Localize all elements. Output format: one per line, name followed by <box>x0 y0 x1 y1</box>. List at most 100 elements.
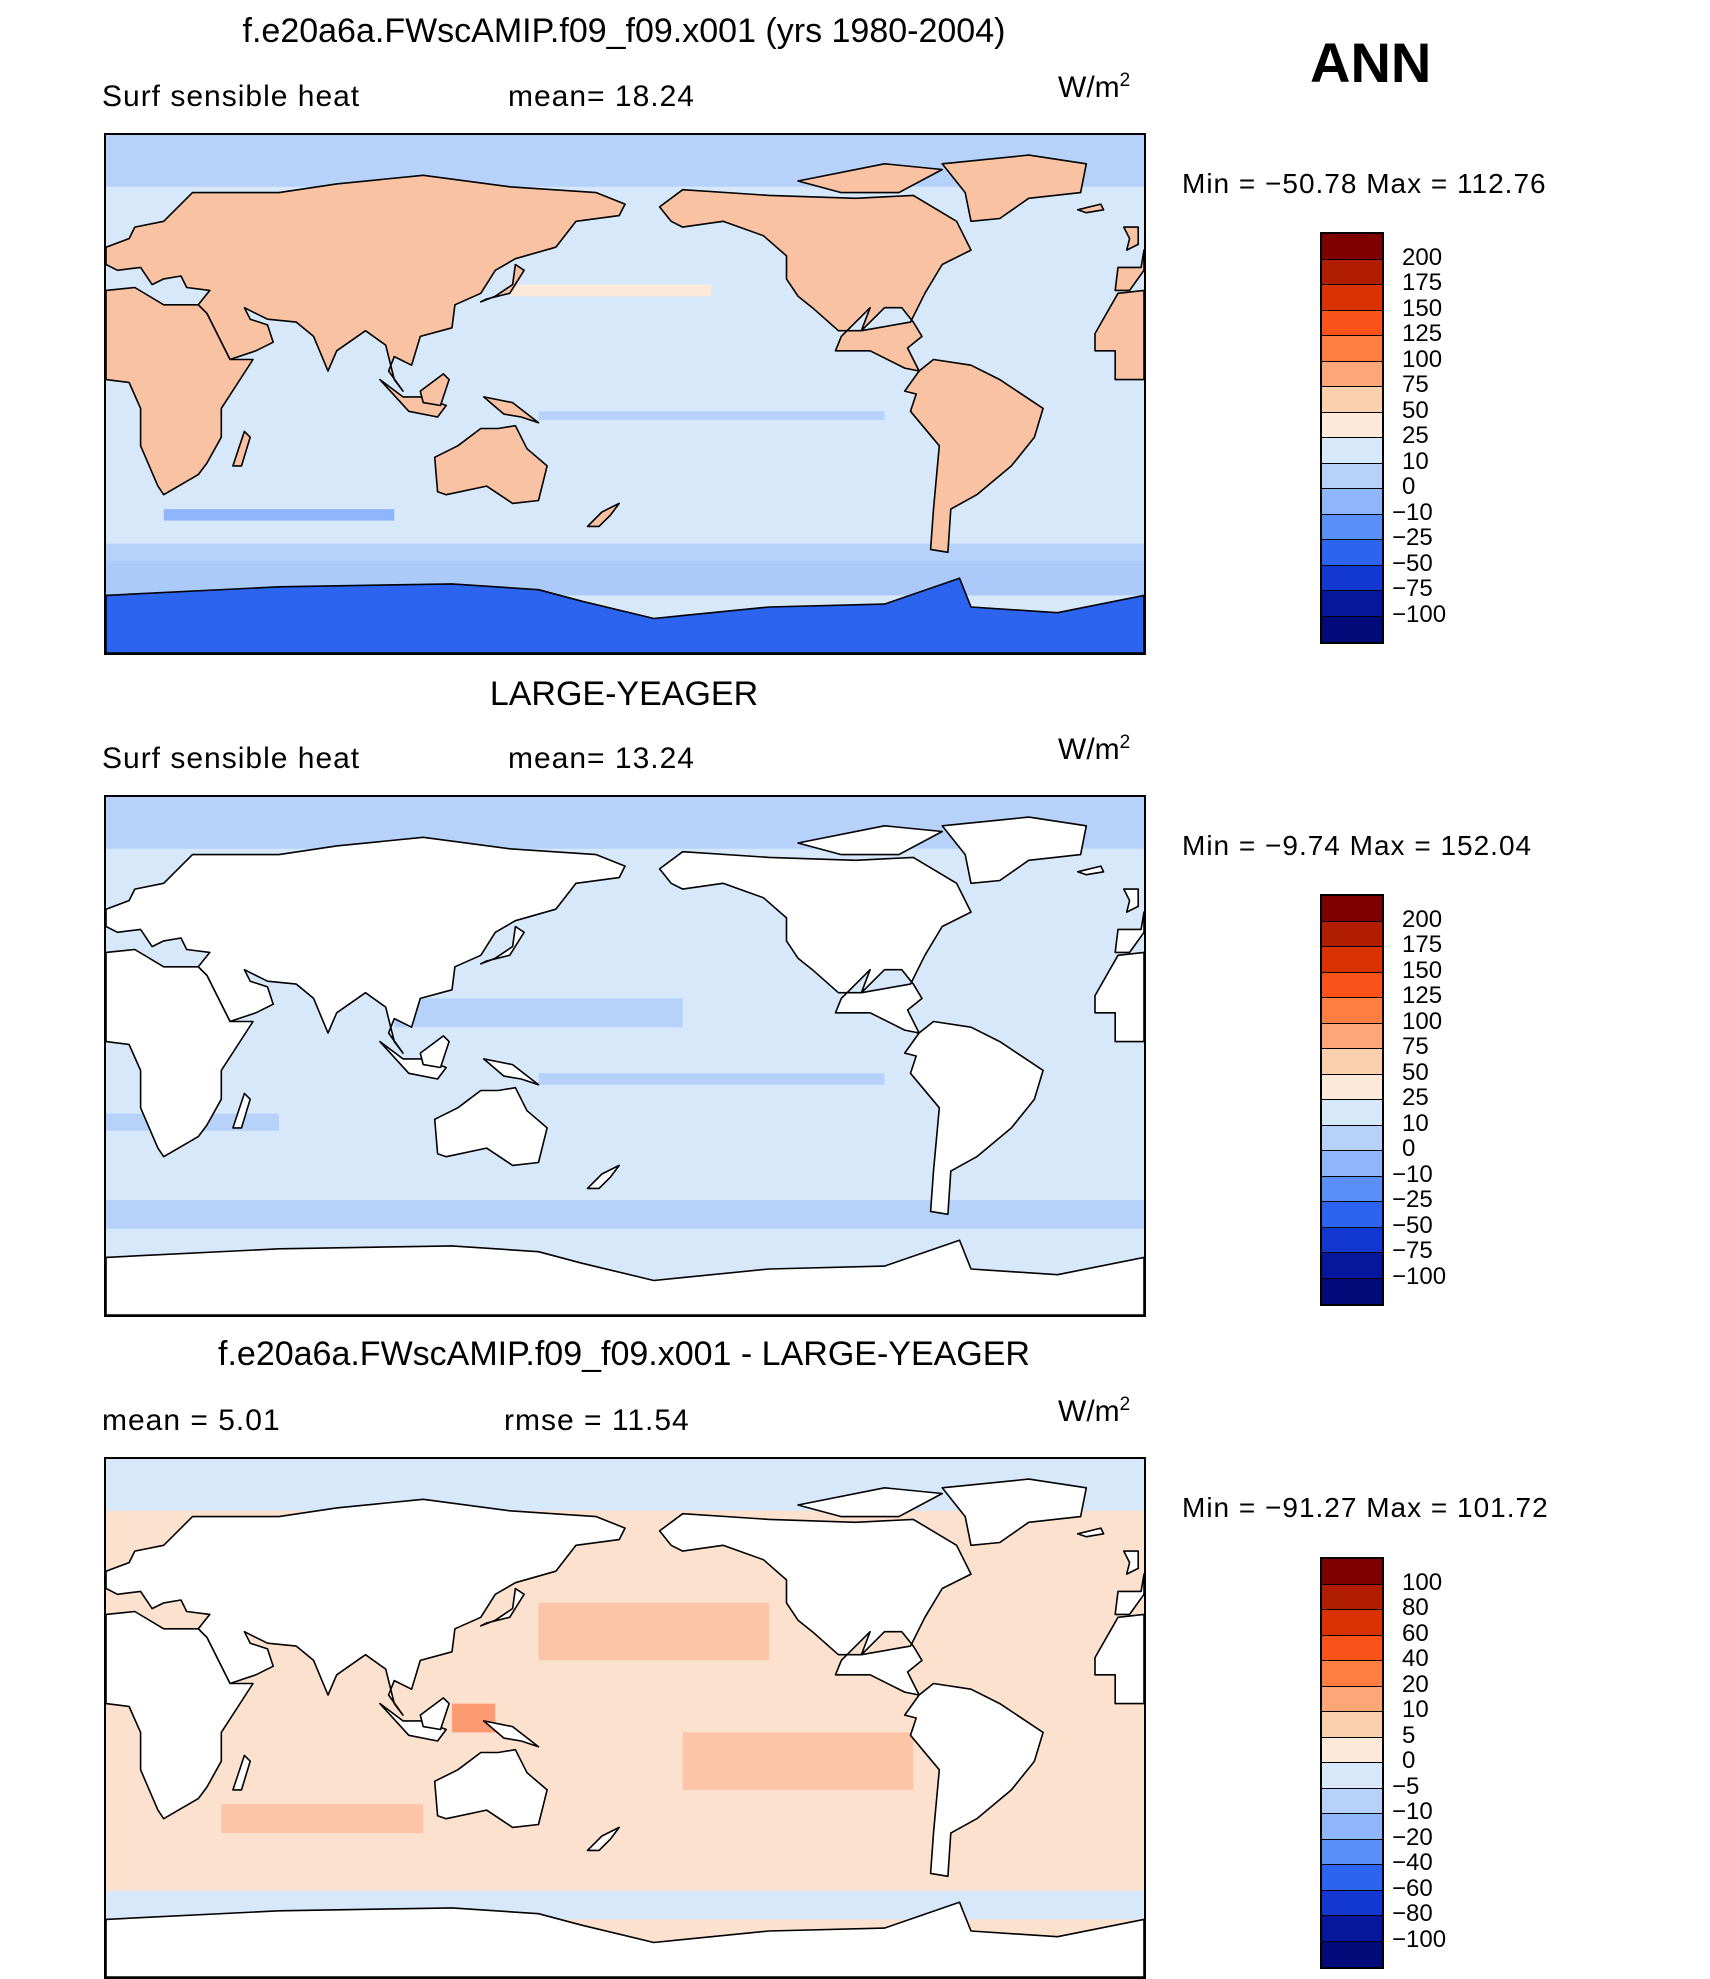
panel-1-mean-label: mean= 18.24 <box>508 80 695 113</box>
colorbar-swatch <box>1322 1610 1382 1636</box>
coastline-indonesia <box>379 378 448 418</box>
panel-3-colorbar <box>1320 1557 1384 1969</box>
coastline-arctic_isl <box>797 1486 944 1518</box>
contour-band <box>452 1703 496 1733</box>
panel-3-units: W/m2 <box>1058 1394 1131 1428</box>
colorbar-tick-label: 10 <box>1402 447 1429 475</box>
colorbar-tick-label: 10 <box>1402 1109 1429 1137</box>
coastline-eurasia <box>106 836 626 1054</box>
colorbar-tick-label: −75 <box>1392 1237 1433 1264</box>
panel-2-colorbar <box>1320 894 1384 1306</box>
panel-1-variable-label: Surf sensible heat <box>102 80 361 113</box>
coastline-africa <box>1094 1613 1144 1705</box>
coastline-japan <box>479 263 525 303</box>
colorbar-tick-label: 125 <box>1402 982 1443 1009</box>
colorbar-swatch <box>1322 1635 1382 1661</box>
colorbar-swatch <box>1322 387 1382 413</box>
colorbar-tick-label: −50 <box>1392 1211 1433 1239</box>
colorbar-tick-label: 60 <box>1402 1619 1429 1647</box>
colorbar-tick-label: −10 <box>1392 1160 1433 1188</box>
colorbar-swatch <box>1322 1278 1382 1304</box>
coastline-borneo <box>419 1035 450 1069</box>
colorbar-swatch <box>1322 540 1382 566</box>
colorbar-swatch <box>1322 565 1382 591</box>
coastline-uk <box>1122 226 1139 251</box>
colorbar-tick-label: 100 <box>1402 1568 1443 1596</box>
coastline-newguinea <box>482 396 540 424</box>
coastline-south_america <box>903 358 1044 554</box>
colorbar-swatch <box>1322 1584 1382 1610</box>
colorbar-swatch <box>1322 1227 1382 1253</box>
season-label: ANN <box>1310 31 1432 94</box>
coastline-south_america <box>903 1020 1044 1216</box>
colorbar-swatch <box>1322 1788 1382 1814</box>
coastline-madagascar <box>232 1754 251 1791</box>
colorbar-swatch <box>1322 412 1382 438</box>
panel-1-colorbar <box>1320 232 1384 644</box>
colorbar-swatch <box>1322 438 1382 464</box>
panel-1-map <box>104 133 1146 655</box>
colorbar-tick-label: 5 <box>1402 1721 1416 1749</box>
colorbar-swatch <box>1322 1074 1382 1100</box>
coastline-japan <box>479 1587 525 1627</box>
colorbar-swatch <box>1322 1253 1382 1279</box>
panel-3-map <box>104 1457 1146 1979</box>
panel-3-min-max: Min = −91.27 Max = 101.72 <box>1182 1492 1549 1523</box>
colorbar-swatch <box>1322 591 1382 617</box>
coastline-iceland <box>1076 203 1105 214</box>
colorbar-tick-label: 25 <box>1402 422 1429 449</box>
colorbar-tick-label: −75 <box>1392 575 1433 602</box>
colorbar-swatch <box>1322 896 1382 922</box>
panel-2-map <box>104 795 1146 1317</box>
coastline-antarctica <box>106 1239 1144 1315</box>
colorbar-tick-label: −80 <box>1392 1900 1433 1927</box>
coastline-iceland <box>1076 865 1105 876</box>
colorbar-tick-label: 175 <box>1402 269 1443 296</box>
colorbar-swatch <box>1322 1100 1382 1126</box>
colorbar-tick-label: −20 <box>1392 1823 1433 1851</box>
coastline-australia <box>433 1086 548 1167</box>
colorbar-swatch <box>1322 998 1382 1024</box>
coastline-greenland <box>941 154 1088 223</box>
colorbar-swatch <box>1322 1865 1382 1891</box>
panel-3-mean-label: mean = 5.01 <box>102 1404 281 1437</box>
contour-band <box>106 1199 1144 1229</box>
colorbar-swatch <box>1322 1814 1382 1840</box>
coastline-eurasia <box>106 174 626 392</box>
coastline-arctic_isl <box>797 824 944 856</box>
colorbar-tick-label: −100 <box>1392 600 1447 628</box>
colorbar-swatch <box>1322 921 1382 947</box>
colorbar-tick-label: 150 <box>1402 294 1443 322</box>
colorbar-tick-label: −50 <box>1392 549 1433 577</box>
colorbar-swatch <box>1322 1661 1382 1687</box>
colorbar-tick-label: 50 <box>1402 1058 1429 1086</box>
coastline-japan <box>479 925 525 965</box>
contour-band <box>538 411 885 420</box>
coastline-madagascar <box>232 430 251 467</box>
panel-2-min-max: Min = −9.74 Max = 152.04 <box>1182 830 1533 861</box>
coastline-borneo <box>419 373 450 407</box>
colorbar-swatch <box>1322 1202 1382 1228</box>
contour-band <box>163 509 395 521</box>
coastline-africa <box>1094 289 1144 381</box>
colorbar-tick-label: 175 <box>1402 931 1443 958</box>
colorbar-tick-label: 125 <box>1402 320 1443 347</box>
contour-band <box>682 1732 914 1790</box>
colorbar-tick-label: 25 <box>1402 1084 1429 1111</box>
coastline-australia <box>433 1748 548 1829</box>
coastline-madagascar <box>232 1092 251 1129</box>
colorbar-swatch <box>1322 1559 1382 1585</box>
panel-1-units: W/m2 <box>1058 70 1131 104</box>
colorbar-swatch <box>1322 972 1382 998</box>
colorbar-swatch <box>1322 1176 1382 1202</box>
coastline-nz <box>586 502 621 528</box>
coastline-newguinea <box>482 1058 540 1086</box>
colorbar-swatch <box>1322 1686 1382 1712</box>
panel-3-rmse-label: rmse = 11.54 <box>504 1404 690 1437</box>
panel-3-title: f.e20a6a.FWscAMIP.f09_f09.x001 - LARGE-Y… <box>218 1335 1030 1373</box>
colorbar-tick-label: 40 <box>1402 1645 1429 1672</box>
colorbar-swatch <box>1322 234 1382 260</box>
coastline-uk <box>1122 888 1139 913</box>
colorbar-swatch <box>1322 361 1382 387</box>
coastline-south_america <box>903 1682 1044 1878</box>
